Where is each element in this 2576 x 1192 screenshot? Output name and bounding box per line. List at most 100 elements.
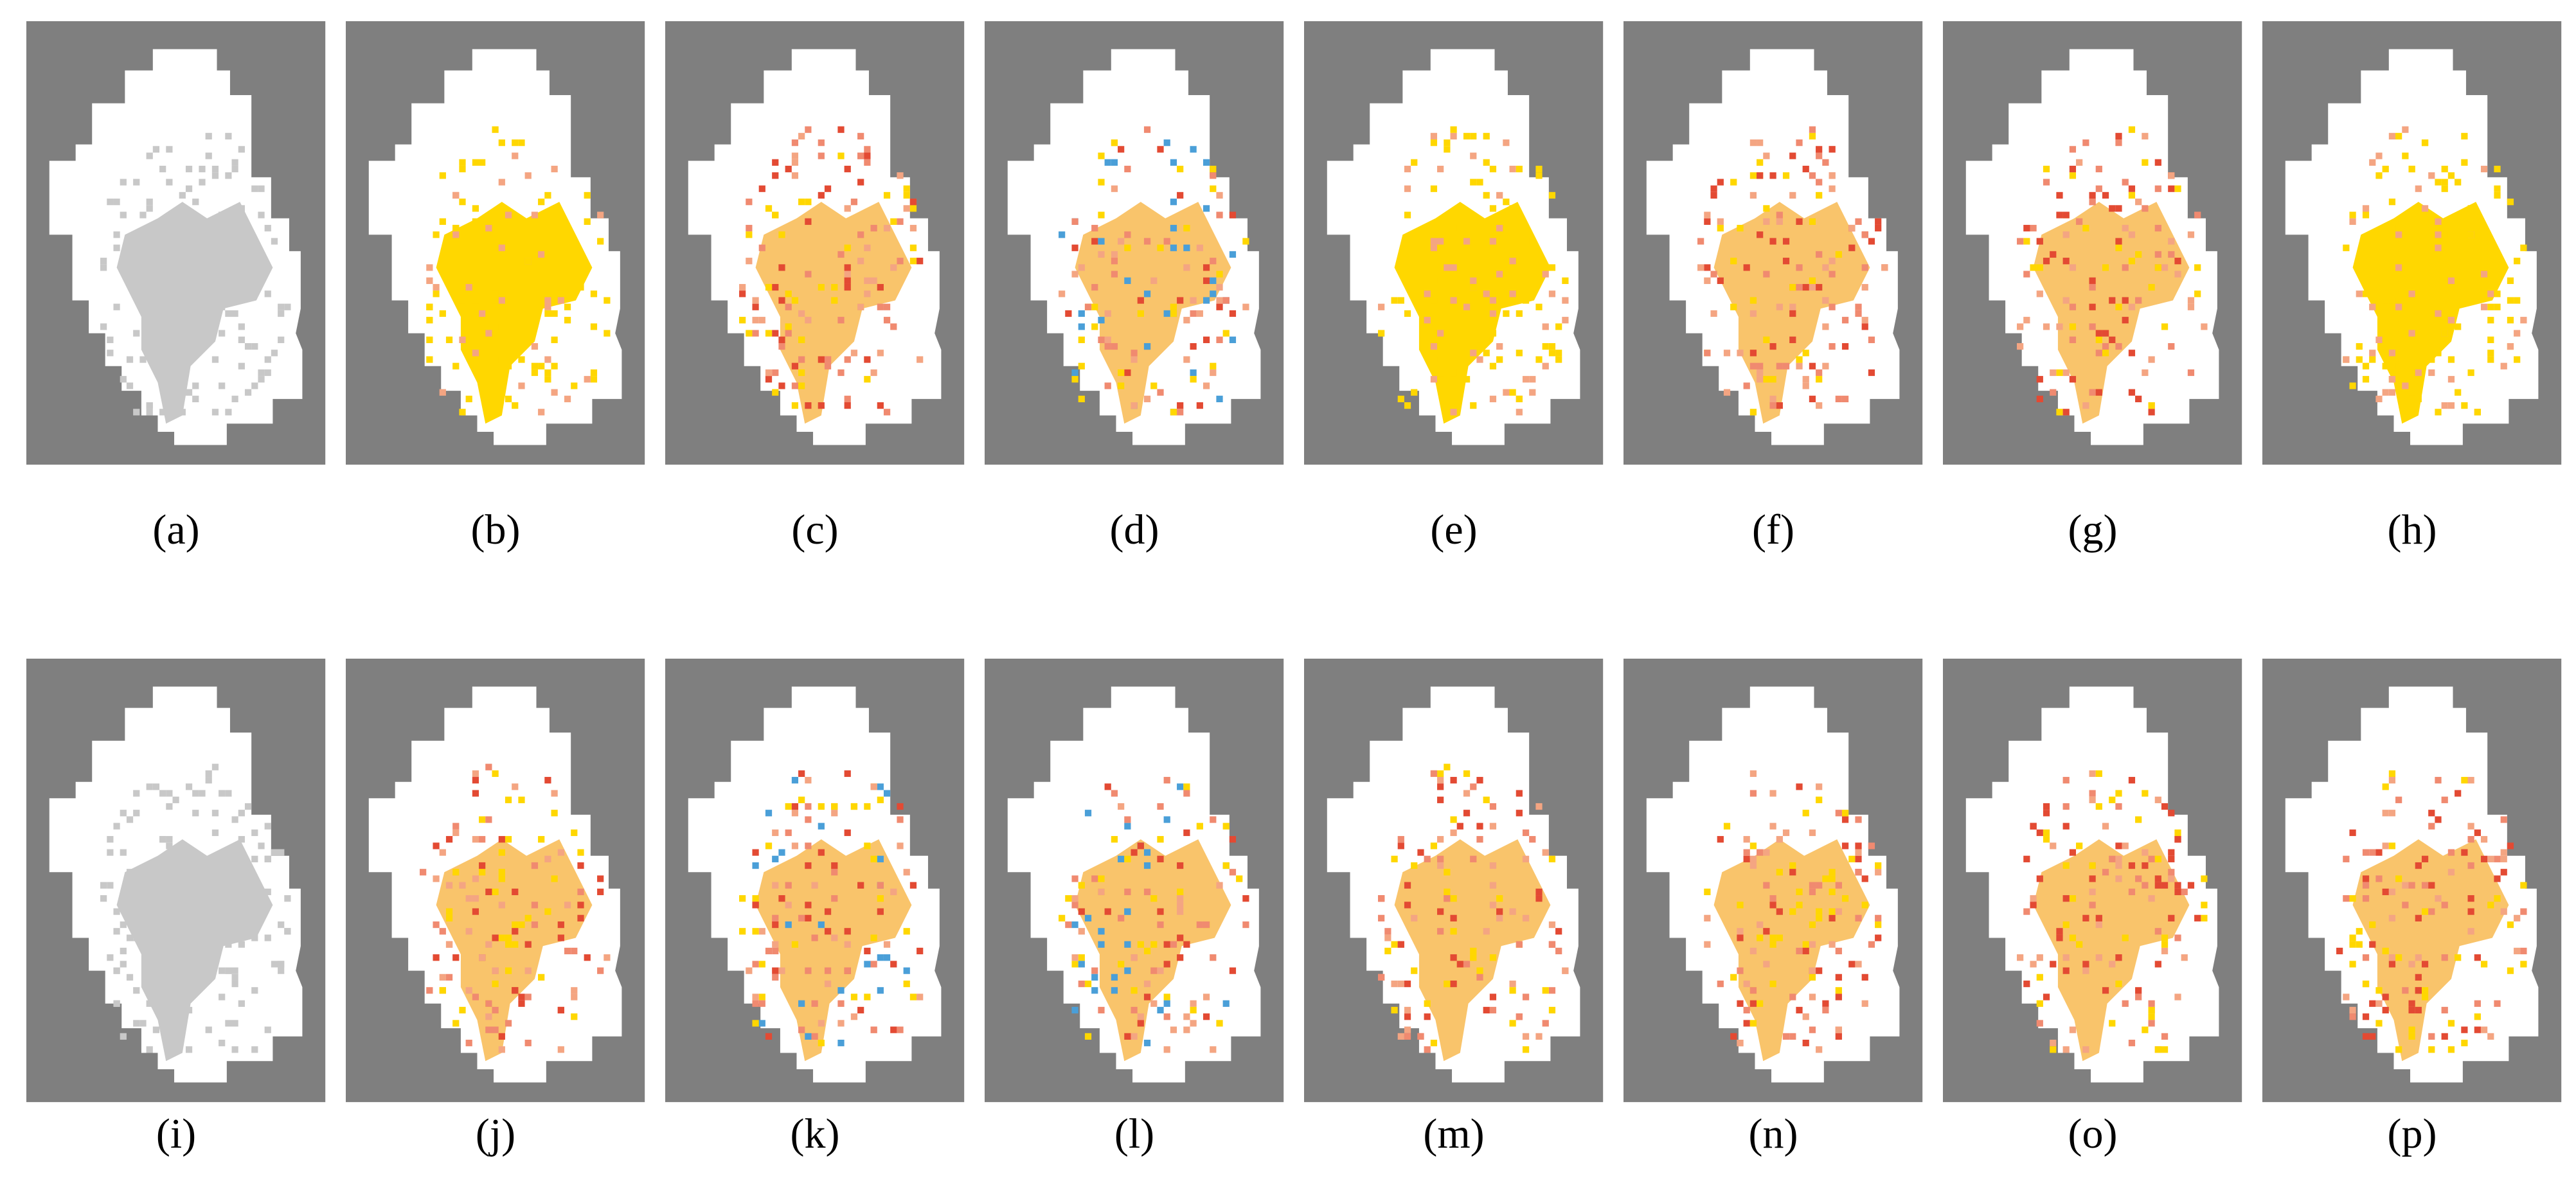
map-cell (2201, 875, 2208, 882)
map-cell (1430, 244, 1438, 251)
map-cell (544, 356, 551, 363)
map-cell (1483, 350, 1490, 357)
map-cell (798, 770, 805, 778)
map-cell (1157, 921, 1164, 929)
map-cell (2428, 1033, 2435, 1040)
map-cell (231, 310, 238, 317)
map-cell (791, 362, 799, 369)
map-cell (459, 199, 466, 206)
map-cell (791, 159, 799, 166)
map-cell (512, 152, 519, 159)
map-cell (1749, 191, 1757, 199)
map-cell (2369, 350, 2376, 357)
map-cell (2408, 330, 2415, 337)
map-cell (1829, 342, 1836, 350)
map-cell (1516, 395, 1523, 402)
map-cell (1463, 790, 1471, 797)
map-cell (2441, 165, 2448, 173)
map-cell (1177, 402, 1184, 409)
map-cell (1542, 342, 1549, 350)
map-cell (1450, 816, 1457, 823)
map-cell (1829, 172, 1836, 179)
map-cell (2095, 770, 2102, 778)
map-cell (837, 987, 845, 994)
map-cell (492, 323, 499, 330)
map-cell (498, 869, 505, 876)
map-cell (1118, 803, 1125, 810)
map-cell (752, 330, 759, 337)
map-cell (1829, 258, 1836, 265)
map-cell (2122, 842, 2129, 850)
map-cell (2095, 330, 2102, 337)
map-cell (765, 842, 773, 850)
map-cell (179, 231, 186, 238)
map-cell (2441, 1006, 2448, 1014)
map-cell (1868, 336, 1875, 343)
map-cell (219, 303, 226, 310)
map-cell (139, 264, 147, 271)
map-cell (1809, 126, 1816, 133)
map-cell (2135, 875, 2142, 882)
map-cell (798, 1026, 805, 1033)
map-cell (1535, 356, 1543, 363)
map-cell (2447, 1020, 2455, 1027)
map-cell (231, 1020, 238, 1027)
map-cell (159, 336, 166, 343)
map-cell (1503, 271, 1510, 278)
map-cell (1177, 902, 1184, 909)
map-cell (837, 369, 845, 377)
map-cell (870, 1026, 877, 1033)
map-cell (152, 146, 160, 153)
map-cell (1203, 205, 1210, 212)
map-cell (505, 941, 512, 948)
map-cell (1424, 290, 1431, 298)
map-cells (426, 126, 611, 416)
map-cell (1861, 264, 1868, 271)
map-cell (159, 836, 166, 843)
map-cell (219, 862, 226, 869)
map-cell (1816, 402, 1823, 409)
map-cell (1157, 855, 1164, 862)
map-cell (1776, 836, 1783, 843)
map-cells (2017, 126, 2208, 416)
map-cell (2474, 1013, 2481, 1020)
map-cell (758, 928, 765, 935)
map-cell (225, 895, 232, 902)
map-cell (1489, 823, 1497, 830)
map-cell (1111, 258, 1118, 265)
map-cell (811, 1000, 818, 1007)
map-cell (1236, 875, 1243, 882)
map-cell (133, 1020, 140, 1027)
map-cell (465, 395, 472, 402)
map-cell (2036, 290, 2043, 298)
map-cell (2415, 1006, 2422, 1014)
map-cell (752, 928, 759, 935)
map-cell (1809, 967, 1816, 974)
map-cell (1809, 882, 1816, 889)
map-cells (420, 763, 611, 1053)
map-cell (1782, 238, 1790, 245)
map-cell (785, 303, 792, 310)
map-cell (1769, 980, 1776, 988)
map-cell (1835, 810, 1842, 817)
map-cell (231, 816, 238, 823)
map-cell (2428, 231, 2435, 238)
map-cell (544, 191, 551, 199)
map-cell (1203, 1013, 1210, 1020)
map-cell (459, 336, 466, 343)
map-cell (1071, 895, 1078, 902)
map-cell (1078, 961, 1085, 968)
map-cell (805, 218, 812, 225)
map-cell (798, 310, 805, 317)
map-cell (2050, 1039, 2057, 1047)
map-cell (739, 290, 746, 298)
map-cell (1104, 783, 1111, 790)
map-cell (179, 409, 186, 416)
map-cell (2076, 941, 2083, 948)
map-cell (1717, 224, 1724, 232)
map-cell (244, 803, 252, 810)
map-cell (2375, 238, 2383, 245)
map-cell (1078, 928, 1085, 935)
map-cell (426, 303, 433, 310)
